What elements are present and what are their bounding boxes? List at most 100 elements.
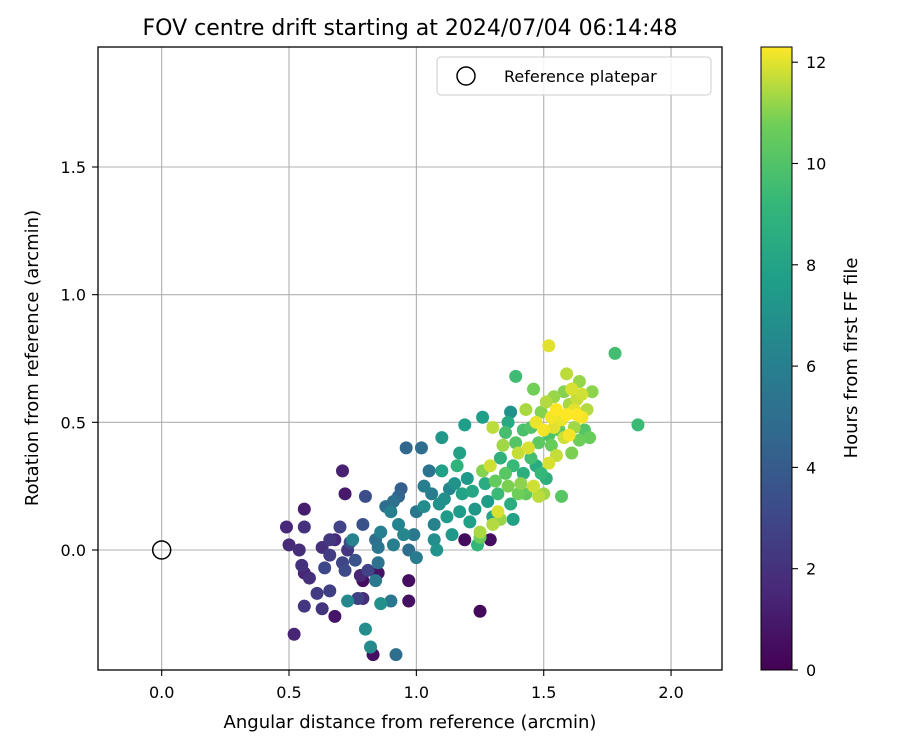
grid [98, 47, 722, 670]
y-axis-ticks: 0.0 0.5 1.0 1.5 [61, 158, 98, 560]
data-point-71 [358, 622, 372, 636]
data-point-106 [491, 487, 505, 501]
data-point-92 [455, 487, 469, 501]
data-point-171 [549, 403, 563, 417]
colorbar-tick-label-2: 4 [806, 458, 816, 477]
data-point-62 [374, 525, 388, 539]
data-point-8 [328, 609, 342, 623]
data-point-155 [527, 479, 541, 493]
data-point-80 [468, 502, 482, 516]
data-point-16 [282, 538, 296, 552]
colorbar-tick-label-1: 2 [806, 560, 816, 579]
data-point-148 [486, 420, 500, 434]
data-point-154 [483, 459, 497, 473]
y-axis-label: Rotation from reference (arcmin) [22, 210, 43, 506]
data-point-110 [608, 346, 622, 360]
x-axis-ticks: 0.0 0.5 1.0 1.5 2.0 [149, 670, 684, 702]
data-point-39 [356, 517, 370, 531]
data-point-36 [338, 563, 352, 577]
data-point-98 [504, 497, 518, 511]
data-point-85 [481, 494, 495, 508]
data-point-79 [435, 431, 449, 445]
data-point-35 [318, 561, 332, 575]
data-point-72 [427, 533, 441, 547]
data-point-22 [295, 558, 309, 572]
data-point-109 [524, 451, 538, 465]
data-point-78 [430, 543, 444, 557]
data-point-70 [417, 500, 431, 514]
y-tick-label-0: 0.0 [61, 541, 86, 560]
data-point-12 [287, 627, 301, 641]
data-point-115 [509, 436, 523, 450]
data-point-119 [532, 436, 546, 450]
data-point-151 [511, 446, 525, 460]
data-point-134 [514, 477, 528, 491]
data-point-129 [501, 479, 515, 493]
data-points [279, 339, 645, 662]
data-point-69 [364, 640, 378, 654]
data-point-43 [399, 441, 413, 455]
data-point-101 [493, 451, 507, 465]
data-point-88 [435, 464, 449, 478]
data-point-125 [583, 431, 597, 445]
data-point-107 [631, 418, 645, 432]
data-point-135 [585, 385, 599, 399]
data-point-97 [478, 477, 492, 491]
legend-marker [456, 66, 476, 86]
data-point-57 [409, 551, 423, 565]
data-point-49 [386, 494, 400, 508]
data-point-91 [506, 512, 520, 526]
data-point-111 [499, 426, 513, 440]
data-point-45 [389, 648, 403, 662]
data-point-24 [315, 602, 329, 616]
colorbar-tick-label-6: 12 [806, 53, 826, 72]
data-point-161 [565, 382, 579, 396]
data-point-172 [560, 408, 574, 422]
data-point-33 [361, 563, 375, 577]
colorbar-ticks: 0 2 4 6 8 10 12 [792, 53, 826, 680]
data-point-55 [369, 574, 383, 588]
data-point-20 [302, 571, 316, 585]
data-point-104 [534, 466, 548, 480]
data-point-60 [384, 505, 398, 519]
data-point-30 [323, 584, 337, 598]
data-point-117 [499, 466, 513, 480]
data-point-122 [488, 474, 502, 488]
data-point-51 [422, 464, 436, 478]
colorbar [760, 46, 793, 671]
x-tick-label-4: 2.0 [658, 683, 683, 702]
data-point-53 [384, 594, 398, 608]
data-point-77 [448, 477, 462, 491]
data-point-25 [297, 599, 311, 613]
plot-frame [97, 46, 723, 671]
x-tick-label-2: 1.0 [404, 683, 429, 702]
data-point-63 [346, 533, 360, 547]
data-point-40 [348, 553, 362, 567]
data-point-145 [486, 517, 500, 531]
colorbar-tick-label-3: 6 [806, 357, 816, 376]
data-point-167 [537, 423, 551, 437]
y-tick-label-1: 0.5 [61, 413, 86, 432]
data-point-143 [519, 403, 533, 417]
x-axis-label: Angular distance from reference (arcmin) [224, 712, 597, 733]
data-point-81 [445, 528, 459, 542]
data-point-160 [542, 456, 556, 470]
data-point-11 [336, 464, 350, 478]
data-point-169 [562, 428, 576, 442]
data-point-1 [458, 533, 472, 547]
colorbar-tick-label-0: 0 [806, 661, 816, 680]
data-point-10 [297, 502, 311, 516]
legend-entry: Reference platepar [504, 67, 657, 86]
data-point-157 [575, 387, 589, 401]
data-point-73 [374, 597, 388, 611]
legend: Reference platepar [436, 56, 712, 96]
data-point-6 [402, 594, 416, 608]
data-point-126 [511, 487, 525, 501]
data-point-29 [323, 548, 337, 562]
data-point-118 [555, 489, 569, 503]
data-point-83 [440, 510, 454, 524]
data-point-0 [473, 604, 487, 618]
data-point-89 [463, 515, 477, 529]
x-tick-label-0: 0.0 [149, 683, 174, 702]
